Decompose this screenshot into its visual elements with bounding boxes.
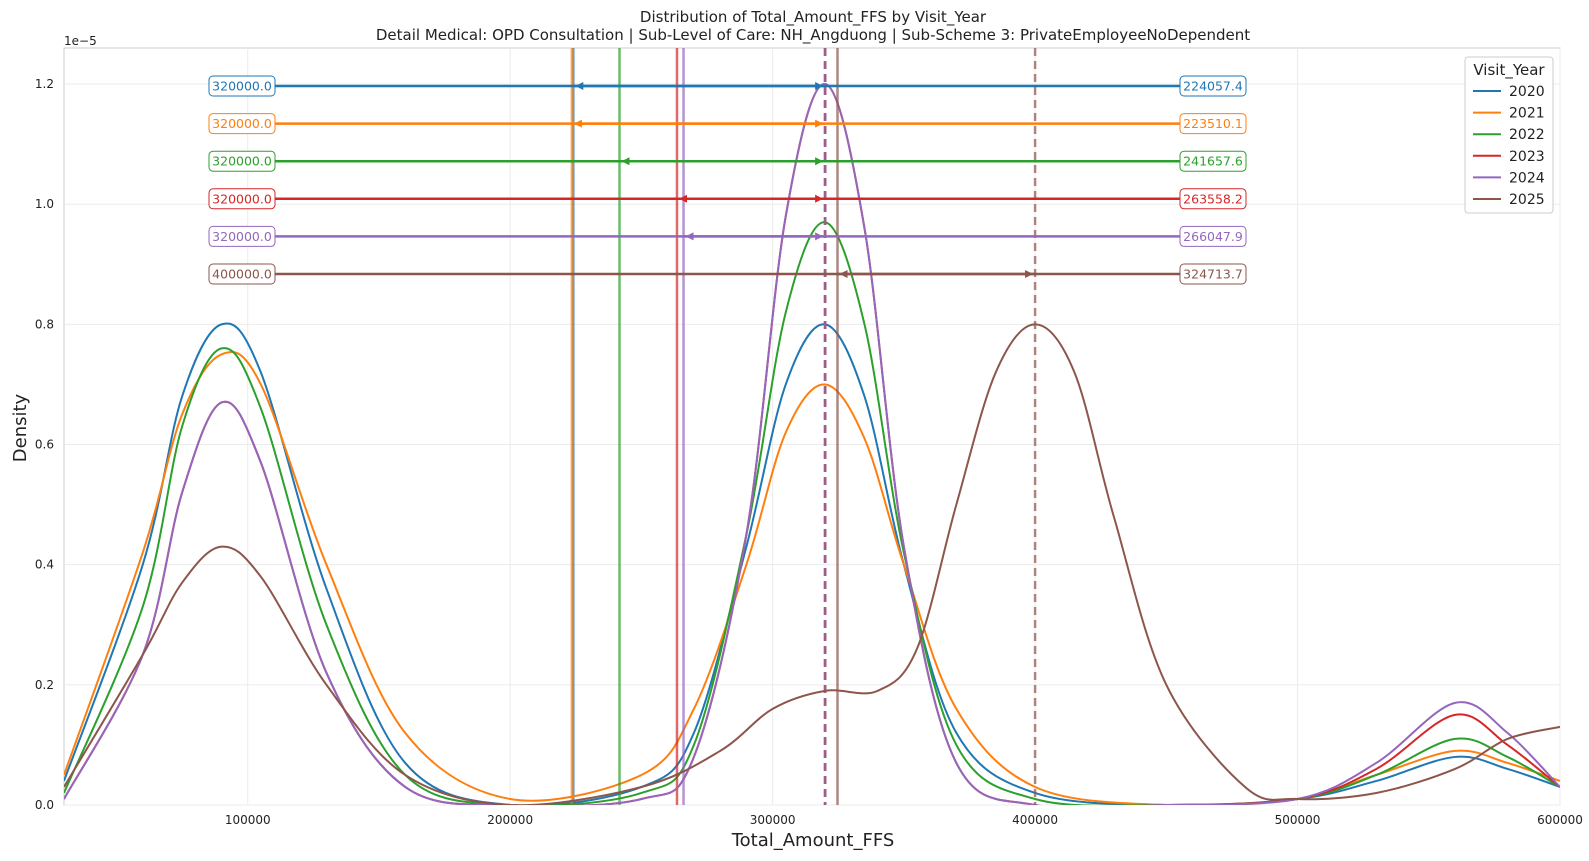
y-tick-label: 1.0 [35,197,54,211]
mean-label-2022: 241657.6 [1183,154,1243,169]
density-curve-2024 [64,83,1560,805]
median-label-2023: 320000.0 [212,191,272,206]
mean-label-box-2022 [1179,150,1247,172]
y-tick-label: 0.0 [35,798,54,812]
annotation-2021: 320000.0 223510.1 [208,113,1247,135]
annotation-2024: 320000.0 266047.9 [208,225,1247,247]
legend-label-2024: 2024 [1509,170,1545,186]
mean-label-box-2025 [1179,263,1247,285]
y-axis-label: Density [10,393,31,462]
legend-label-2021: 2021 [1509,106,1545,122]
median-label-box-2020 [208,75,276,97]
density-curve-2021 [64,351,1560,805]
arrowhead-mean-2025 [839,270,848,278]
y-axis-ticks: 0.0 0.2 0.4 0.6 0.8 1.0 1.2 [35,77,54,812]
annotation-2022: 320000.0 241657.6 [208,150,1247,172]
mean-label-2024: 266047.9 [1183,229,1243,244]
median-label-box-2023 [208,188,276,210]
arrowhead-median-2025 [1025,270,1034,278]
y-axis-scale-label: 1e−5 [64,34,97,48]
median-label-2025: 400000.0 [212,267,272,282]
x-tick-label: 300000 [750,813,796,827]
y-tick-label: 1.2 [35,77,54,91]
mean-label-2023: 263558.2 [1183,191,1243,206]
mean-label-2021: 223510.1 [1183,116,1243,131]
median-label-2021: 320000.0 [212,116,272,131]
median-label-box-2021 [208,113,276,135]
density-curve-2022 [64,221,1560,805]
median-label-box-2024 [208,225,276,247]
annotation-2025: 400000.0 324713.7 [208,263,1247,285]
arrowhead-mean-2022 [621,157,630,166]
legend-box [1464,56,1554,214]
y-tick-label: 0.4 [35,558,54,572]
y-tick-label: 0.6 [35,438,54,452]
arrowhead-mean-2021 [573,119,582,128]
arrowhead-mean-2020 [575,82,584,90]
y-tick-label: 0.2 [35,678,54,692]
x-tick-label: 400000 [1012,813,1058,827]
x-tick-label: 100000 [225,813,271,827]
x-tick-label: 200000 [487,813,533,827]
x-axis-label: Total_Amount_FFS [731,830,895,851]
arrowhead-median-2022 [815,157,824,166]
mean-label-2020: 224057.4 [1183,79,1243,94]
x-axis-ticks: 100000 200000 300000 400000 500000 600000 [225,813,1583,827]
mean-label-box-2021 [1179,113,1247,135]
arrowhead-median-2021 [815,119,824,128]
median-label-box-2022 [208,150,276,172]
series-2025 [64,48,1560,805]
series-2024 [64,48,1560,805]
median-label-2020: 320000.0 [212,79,272,94]
arrowhead-median-2020 [815,82,824,90]
median-label-box-2025 [208,263,276,285]
arrowhead-mean-2024 [685,232,694,241]
mean-label-box-2020 [1179,75,1247,97]
chart-subtitle: Detail Medical: OPD Consultation | Sub-L… [376,26,1250,45]
legend-label-2023: 2023 [1509,149,1545,165]
x-tick-label: 500000 [1275,813,1321,827]
chart-title: Distribution of Total_Amount_FFS by Visi… [640,8,987,27]
median-label-2022: 320000.0 [212,154,272,169]
legend-label-2020: 2020 [1509,84,1545,100]
density-curve-2025 [64,323,1560,805]
annotation-2023: 320000.0 263558.2 [208,188,1247,210]
x-tick-label: 600000 [1537,813,1583,827]
arrowhead-mean-2023 [678,194,687,203]
density-curve-2023 [64,83,1560,805]
mean-label-2025: 324713.7 [1183,267,1243,282]
arrowhead-median-2024 [815,232,824,241]
mean-label-box-2024 [1179,225,1247,247]
median-label-2024: 320000.0 [212,229,272,244]
mean-label-box-2023 [1179,188,1247,210]
legend-label-2022: 2022 [1509,127,1545,143]
legend-label-2025: 2025 [1509,192,1545,208]
annotation-2020: 320000.0 224057.4 [208,75,1247,97]
y-tick-label: 0.8 [35,317,54,331]
legend: Visit_Year 2020 2021 2022 2023 2024 2025 [1464,56,1554,214]
arrowhead-median-2023 [815,194,824,203]
legend-title: Visit_Year [1473,61,1545,80]
